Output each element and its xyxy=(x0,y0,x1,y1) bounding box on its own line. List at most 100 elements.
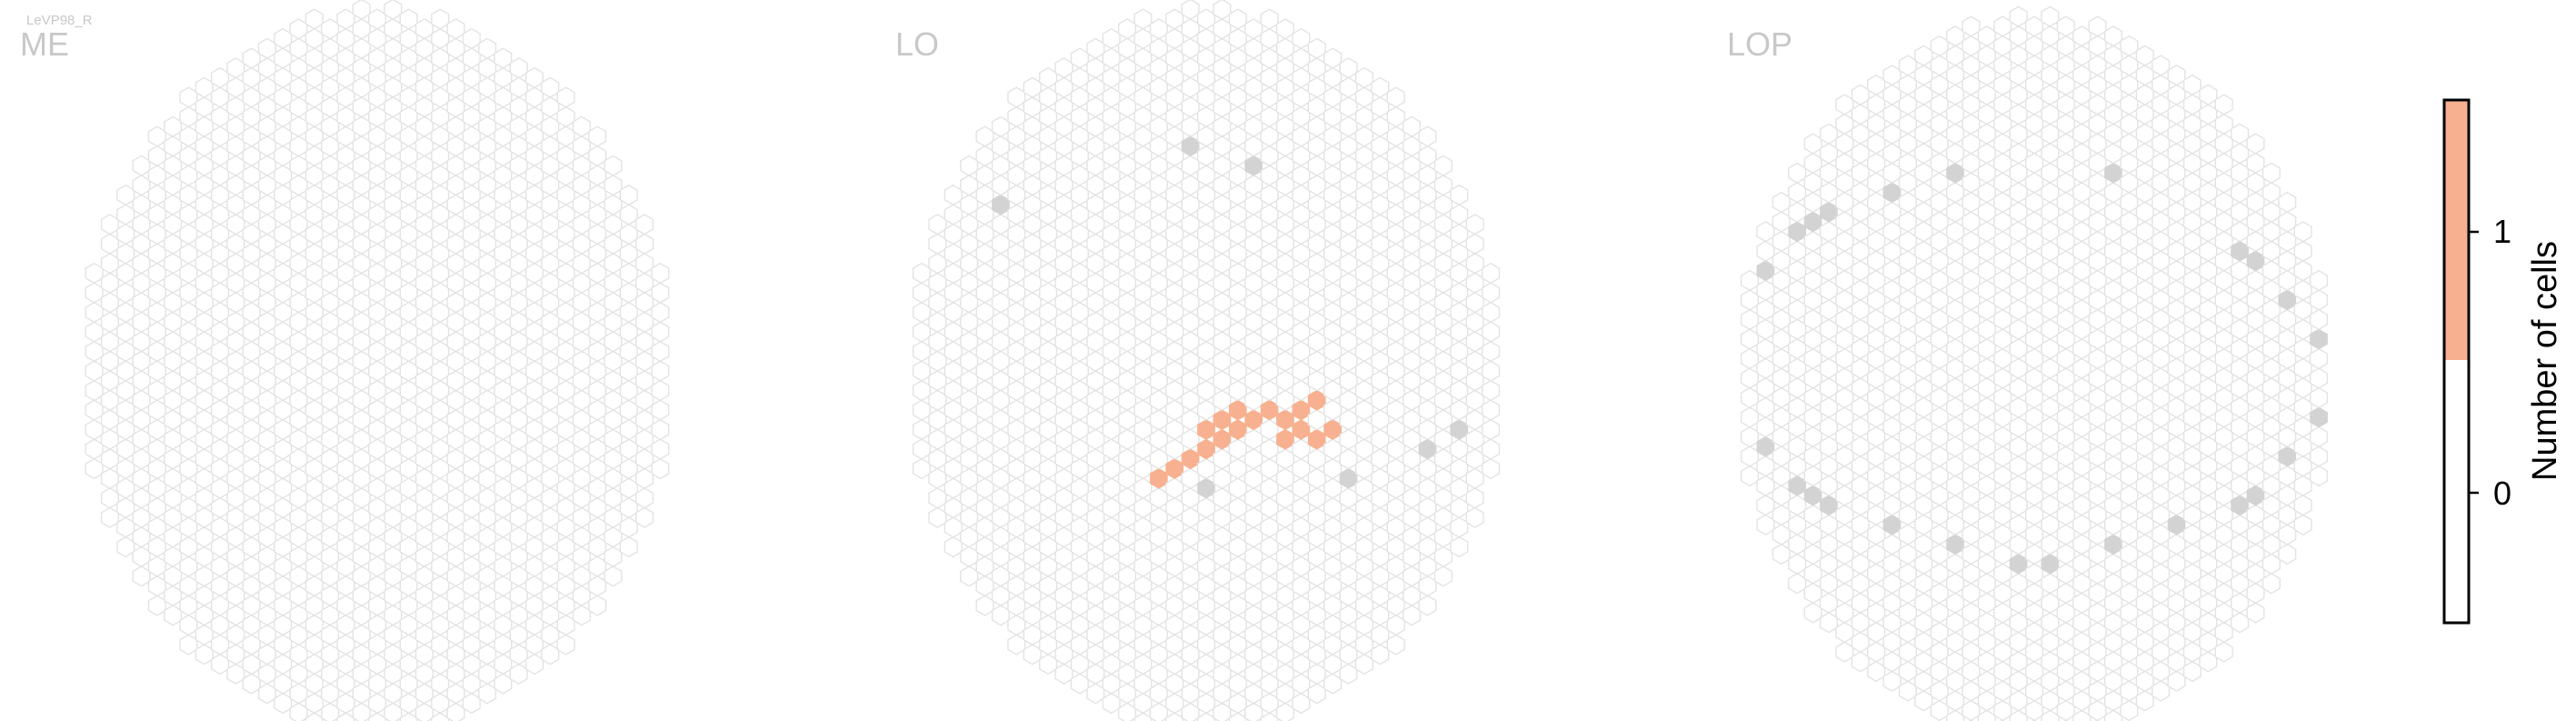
hex-cell-empty xyxy=(1898,426,1917,448)
hex-cell-empty xyxy=(2152,74,2171,96)
hex-cell-empty xyxy=(446,350,465,372)
hex-cell-empty xyxy=(2182,504,2202,526)
hex-cell-empty xyxy=(1740,367,1760,389)
hex-cell-empty xyxy=(2009,318,2028,340)
hex-cell-empty xyxy=(1835,524,1854,546)
hex-cell-empty xyxy=(164,389,183,411)
hex-cell-empty xyxy=(2214,211,2233,233)
hex-cell-empty xyxy=(2103,456,2123,477)
hex-cell-empty xyxy=(257,663,276,685)
hex-cell-empty xyxy=(367,457,387,480)
hex-cell-empty xyxy=(1275,467,1295,489)
hex-cell-empty xyxy=(2231,357,2250,379)
hex-cell-empty xyxy=(336,653,355,676)
hex-cell-empty xyxy=(352,702,371,721)
hex-cell-empty xyxy=(1867,74,1886,96)
hex-cell-empty xyxy=(1007,321,1026,343)
hex-cell-empty xyxy=(2056,367,2075,389)
hex-cell-empty xyxy=(446,487,465,509)
hex-cell-empty xyxy=(1788,260,1807,282)
hex-cell-empty xyxy=(1133,321,1153,343)
hex-cell-empty xyxy=(1260,653,1279,676)
hex-cell-uncovered xyxy=(992,194,1010,215)
hex-cell-empty xyxy=(1354,477,1373,499)
hex-cell-empty xyxy=(1117,409,1137,431)
hex-cell-empty xyxy=(2072,514,2092,536)
hex-cell-empty xyxy=(1835,426,1854,448)
hex-cell-empty xyxy=(1007,477,1026,499)
hex-cell-empty xyxy=(1228,262,1247,285)
hex-cell-empty xyxy=(2293,338,2312,360)
hex-cell-empty xyxy=(1086,135,1105,157)
hex-cell-uncovered xyxy=(1181,135,1200,157)
hex-cell-empty xyxy=(1117,663,1137,685)
hex-cell-empty xyxy=(588,204,607,225)
hex-cell-empty xyxy=(147,145,166,167)
hex-cell-empty xyxy=(1228,86,1247,108)
hex-cell-empty xyxy=(975,399,994,421)
hex-cell-empty xyxy=(226,389,245,411)
hex-cell-empty xyxy=(2167,573,2186,595)
hex-cell-empty xyxy=(2261,221,2281,243)
hex-cell-empty xyxy=(289,253,308,275)
hex-cell-empty xyxy=(944,457,963,480)
hex-cell-empty xyxy=(2199,377,2218,399)
hex-cell-empty xyxy=(1070,614,1089,636)
hex-cell-empty xyxy=(399,399,418,421)
hex-cell-empty xyxy=(1882,475,1902,496)
hex-cell-empty xyxy=(147,243,166,265)
hex-cell-empty xyxy=(509,96,528,118)
hex-cell-empty xyxy=(195,428,214,450)
hex-cell-empty xyxy=(1371,546,1390,567)
hex-cell-empty xyxy=(1102,165,1121,186)
hex-cell-empty xyxy=(414,370,434,392)
hex-cell-empty xyxy=(2041,84,2060,105)
hex-cell-empty xyxy=(257,585,276,606)
hex-cell-empty xyxy=(1354,496,1373,519)
hex-cell-empty xyxy=(100,350,119,372)
hex-cell-empty xyxy=(1450,360,1469,382)
hex-cell-empty xyxy=(1292,105,1311,128)
hex-cell-empty xyxy=(1244,506,1263,528)
hex-cell-empty xyxy=(524,438,544,460)
hex-cell-empty xyxy=(1803,191,1822,214)
hex-cell-empty xyxy=(1149,155,1168,176)
hex-cell-empty xyxy=(2009,260,2028,282)
hex-cell-empty xyxy=(1867,602,1886,624)
hex-cell-empty xyxy=(147,418,166,441)
hex-cell-empty xyxy=(462,360,481,382)
hex-cell-empty xyxy=(1007,165,1026,186)
hex-cell-empty xyxy=(336,223,355,245)
hex-cell-empty xyxy=(164,409,183,431)
hex-cell-empty xyxy=(1867,524,1886,546)
hex-cell-empty xyxy=(164,467,183,489)
hex-cell-empty xyxy=(556,360,575,382)
hex-cell-empty xyxy=(1867,446,1886,467)
hex-cell-empty xyxy=(431,457,450,480)
hex-cell-empty xyxy=(1196,184,1216,206)
hex-cell-empty xyxy=(336,457,355,480)
hex-cell-empty xyxy=(336,477,355,499)
hex-cell-empty xyxy=(1803,386,1822,409)
hex-cell-empty xyxy=(2024,602,2044,624)
hex-cell-empty xyxy=(446,702,465,721)
hex-cell-empty xyxy=(305,47,324,69)
hex-cell-empty xyxy=(2088,602,2107,624)
hex-cell-empty xyxy=(195,624,214,646)
hex-cell-empty xyxy=(1386,634,1405,656)
hex-cell-empty xyxy=(1403,526,1422,548)
hex-cell-empty xyxy=(2231,338,2250,360)
hex-cell-empty xyxy=(1165,536,1184,558)
hex-cell-empty xyxy=(1244,585,1263,606)
hex-cell-empty xyxy=(1292,165,1311,186)
hex-cell-empty xyxy=(1740,426,1760,448)
hex-cell-empty xyxy=(1930,446,1949,467)
hex-cell-empty xyxy=(1244,370,1263,392)
hex-cell-empty xyxy=(478,292,497,314)
hex-cell-empty xyxy=(1023,311,1042,333)
hex-cell-empty xyxy=(1740,328,1760,350)
hex-cell-empty xyxy=(1756,221,1775,243)
hex-cell-empty xyxy=(431,692,450,715)
hex-cell-empty xyxy=(352,624,371,646)
hex-cell-empty xyxy=(1181,331,1200,353)
